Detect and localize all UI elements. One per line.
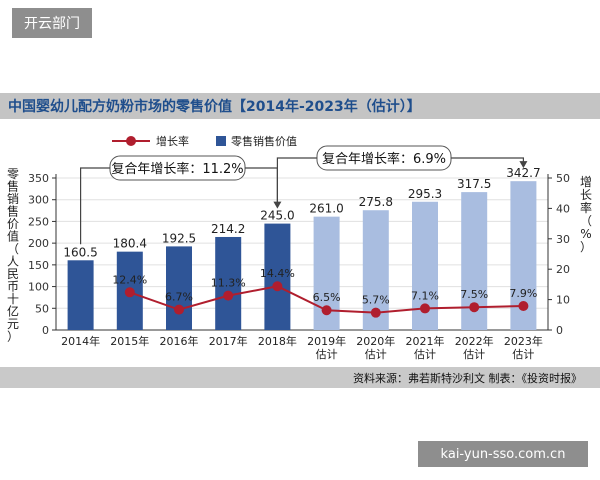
bar xyxy=(215,236,242,330)
growth-rate-marker xyxy=(223,290,234,301)
legend-bar-swatch xyxy=(216,136,226,146)
legend-growth-rate: 增长率 xyxy=(156,134,189,148)
growth-rate-label: 11.3% xyxy=(211,277,246,290)
x-axis-category-label: 2020年 xyxy=(356,334,395,348)
right-axis-tick-label: 10 xyxy=(556,294,570,307)
right-axis-tick-label: 0 xyxy=(556,324,563,337)
growth-rate-marker xyxy=(124,287,135,298)
growth-rate-marker xyxy=(370,307,381,318)
bar-value-label: 192.5 xyxy=(162,231,196,245)
cagr-arrowhead xyxy=(519,161,528,169)
watermark-label: 开云部门 xyxy=(12,8,92,38)
bar-value-label: 245.0 xyxy=(260,209,294,223)
x-axis-category-label: 2015年 xyxy=(110,334,149,348)
x-axis-category-label: 2014年 xyxy=(61,334,100,348)
x-axis-category-label: 估计 xyxy=(512,348,534,361)
growth-rate-marker xyxy=(420,303,430,314)
x-axis-category-label: 估计 xyxy=(365,348,387,361)
growth-rate-marker xyxy=(321,305,332,316)
left-axis-tick-label: 50 xyxy=(35,302,49,315)
left-axis-tick-label: 300 xyxy=(28,194,49,207)
x-axis-category-label: 估计 xyxy=(316,348,338,361)
left-axis-title: 零售销售价值（人民币十亿元） xyxy=(7,167,19,344)
x-axis-category-label: 2021年 xyxy=(406,334,445,348)
cagr-callout-text: 复合年增长率：6.9% xyxy=(322,151,446,167)
growth-rate-label: 7.1% xyxy=(411,289,439,302)
growth-rate-label: 12.4% xyxy=(112,273,147,286)
growth-rate-label: 5.7% xyxy=(362,294,390,307)
growth-rate-label: 14.4% xyxy=(260,267,295,280)
left-axis-tick-label: 250 xyxy=(28,215,49,228)
source-bar: 资料来源：弗若斯特沙利文 制表：《投资时报》 xyxy=(0,367,600,388)
right-axis-tick-label: 50 xyxy=(556,172,570,185)
bar xyxy=(67,260,94,330)
legend-retail-value: 零售销售价值 xyxy=(231,134,297,148)
source-note: 资料来源：弗若斯特沙利文 制表：《投资时报》 xyxy=(353,372,582,385)
left-axis-tick-label: 150 xyxy=(28,259,49,272)
x-axis-category-label: 2023年 xyxy=(504,334,543,348)
left-axis-tick-label: 0 xyxy=(42,324,49,337)
bar-value-label: 180.4 xyxy=(113,237,147,251)
growth-rate-label: 7.9% xyxy=(509,287,537,300)
bar-value-label: 317.5 xyxy=(457,177,491,191)
x-axis-category-label: 2019年 xyxy=(307,334,346,348)
left-axis-tick-label: 100 xyxy=(28,281,49,294)
growth-rate-label: 7.5% xyxy=(460,288,488,301)
x-axis-category-label: 2017年 xyxy=(209,334,248,348)
right-axis-title: 增长率（%） xyxy=(580,175,592,254)
left-axis-tick-label: 350 xyxy=(28,172,49,185)
growth-rate-marker xyxy=(272,281,283,292)
bar-value-label: 261.0 xyxy=(309,202,343,216)
bar-value-label: 214.2 xyxy=(211,222,245,236)
growth-rate-marker xyxy=(174,304,184,315)
growth-rate-label: 6.5% xyxy=(313,291,341,304)
bar xyxy=(166,246,192,330)
right-axis-tick-label: 30 xyxy=(556,233,570,246)
growth-rate-marker xyxy=(518,300,529,311)
x-axis-category-label: 估计 xyxy=(463,348,485,361)
bar-value-label: 295.3 xyxy=(408,187,442,201)
bar xyxy=(264,223,291,330)
chart-title: 中国婴幼儿配方奶粉市场的零售价值【2014年-2023年（估计）】 xyxy=(8,99,421,115)
cagr-arrowhead xyxy=(273,201,282,209)
growth-rate-marker xyxy=(469,302,480,313)
legend-marker-swatch xyxy=(126,136,136,146)
cagr-callout-text: 复合年增长率：11.2% xyxy=(111,161,243,177)
bar-value-label: 160.5 xyxy=(63,245,97,259)
x-axis-category-label: 2022年 xyxy=(455,334,494,348)
left-axis-tick-label: 200 xyxy=(28,237,49,250)
right-axis-tick-label: 40 xyxy=(556,202,570,215)
bar-value-label: 275.8 xyxy=(359,195,393,209)
x-axis-category-label: 2018年 xyxy=(258,334,297,348)
growth-rate-label: 6.7% xyxy=(165,291,193,304)
x-axis-category-label: 2016年 xyxy=(160,334,199,348)
site-watermark: kai-yun-sso.com.cn xyxy=(418,441,588,467)
right-axis-tick-label: 20 xyxy=(556,263,570,276)
x-axis-category-label: 估计 xyxy=(414,348,436,361)
bar-value-label: 342.7 xyxy=(506,166,540,180)
chart-title-bar: 中国婴幼儿配方奶粉市场的零售价值【2014年-2023年（估计）】 xyxy=(0,93,600,119)
